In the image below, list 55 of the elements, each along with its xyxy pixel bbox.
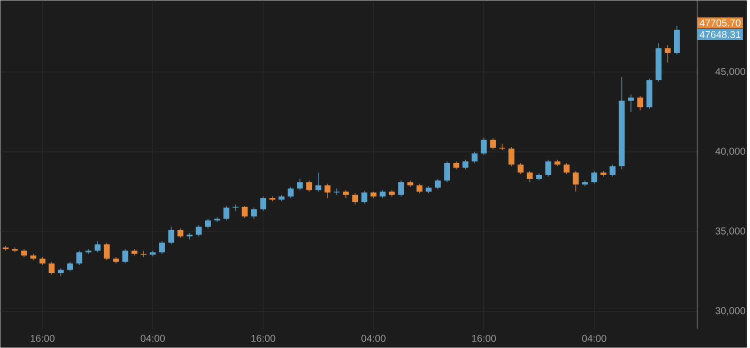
candlestick: [490, 138, 496, 150]
candlestick: [67, 262, 73, 272]
candlestick: [260, 196, 266, 212]
candlestick: [76, 250, 82, 266]
candlestick: [628, 94, 634, 112]
candlestick: [674, 26, 680, 56]
candlestick: [444, 161, 450, 183]
candlestick: [434, 178, 441, 190]
candlestick: [480, 137, 487, 156]
candlestick: [122, 248, 128, 264]
text: 47648.31: [700, 31, 740, 38]
y-tick-label: 30,000: [716, 307, 746, 316]
candlestick: [85, 248, 92, 254]
y-tick-label: 35,000: [716, 228, 746, 236]
candlestick: [168, 226, 174, 245]
candlestick: [564, 162, 570, 175]
candlestick: [94, 240, 101, 253]
candlestick: [398, 180, 404, 197]
candlestick: [591, 170, 598, 184]
candlestick: [526, 170, 533, 183]
text: 47705.70: [700, 20, 741, 27]
candlestick: [242, 206, 248, 218]
x-tick-label: 16:00: [251, 334, 276, 342]
candlestick: [296, 178, 303, 191]
x-tick-label: 16:00: [30, 334, 55, 342]
candlestick: [572, 170, 579, 192]
candlestick: [462, 160, 468, 170]
candlestick: [251, 207, 257, 220]
candlestick: [545, 160, 552, 177]
candlestick: [508, 146, 514, 167]
candlestick: [48, 262, 55, 276]
candlestick: [196, 224, 202, 237]
x-tick-label: 04:00: [140, 334, 165, 342]
y-tick-label: 40,000: [715, 148, 746, 156]
candlestick: [518, 162, 524, 175]
candlestick: [610, 164, 616, 177]
candlestick: [223, 206, 230, 221]
candlestick: [352, 193, 358, 205]
candlestick: [315, 172, 322, 192]
candlestick: [324, 184, 330, 199]
x-tick-label: 04:00: [582, 334, 606, 342]
candlestick: [205, 218, 211, 229]
candlestick: [104, 242, 110, 261]
x-tick-label: 04:00: [361, 334, 386, 342]
y-tick-label: 45,000: [715, 68, 746, 76]
x-tick-label: 16:00: [472, 334, 496, 342]
candlestick: [416, 184, 422, 194]
candlestick: [472, 152, 478, 164]
candlestick: [306, 180, 312, 192]
candlestick: [664, 44, 671, 63]
candlestick: [288, 186, 294, 199]
candlestick: [361, 190, 368, 204]
candlestick: [159, 240, 165, 254]
candlestick: [177, 228, 184, 238]
candlestick: [637, 96, 644, 111]
